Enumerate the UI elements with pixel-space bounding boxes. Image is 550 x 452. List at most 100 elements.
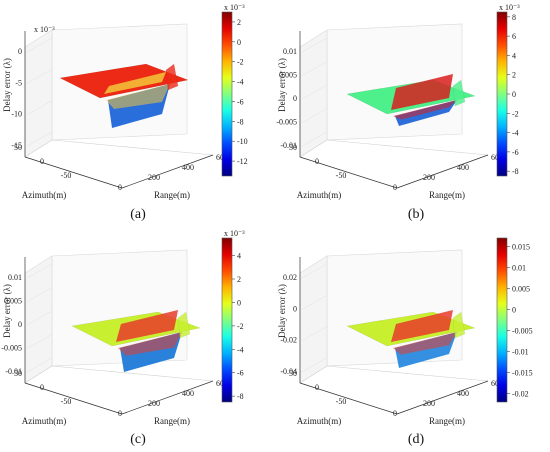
p2-x-tick-label: 400 — [182, 389, 194, 398]
p0-z-axis-label: Delay error (λ) — [2, 58, 12, 112]
p0-colorbar-tick-label: -12 — [237, 157, 248, 166]
p3-x-tick-label: 200 — [423, 399, 435, 408]
p2-side-wall — [24, 255, 53, 384]
p0-x-axis-label: Range(m) — [154, 190, 190, 200]
surface-plot-d: 0.02 0 -0.02 -0.04 Delay error (λ) 50 0 -50 Azim… — [277, 237, 533, 426]
p1-colorbar-tick-label: -4 — [512, 129, 519, 138]
p0-colorbar-tick-label: -8 — [237, 117, 244, 126]
p3-surface-ridge — [391, 310, 453, 342]
p1-side-wall — [299, 29, 328, 158]
p1-y-tick-label: 50 — [289, 143, 297, 152]
p1-colorbar-tick-label: 6 — [512, 32, 516, 41]
p0-z-grid — [26, 37, 53, 53]
p0-x-tick-label: 200 — [148, 173, 160, 182]
p3-z-grid — [301, 295, 328, 310]
p1-x-axis-label: Range(m) — [429, 190, 465, 200]
p2-z-grid — [26, 334, 53, 349]
p2-colorbar-tick-label: -2 — [237, 322, 244, 331]
p2-axis-line-y — [24, 382, 123, 415]
p0-colorbar-tick-label: 2 — [237, 18, 241, 27]
p2-x-tick-label: 200 — [148, 399, 160, 408]
p3-x-axis-label: Range(m) — [429, 416, 465, 426]
p0-axis-line-y — [24, 156, 123, 189]
p2-surface-slope — [118, 332, 182, 356]
p3-z-grid — [301, 326, 328, 341]
p3-y-axis-label: Azimuth(m) — [297, 416, 342, 426]
p2-colorbar — [221, 237, 233, 403]
p0-colorbar-tick-label: -2 — [237, 58, 244, 67]
p1-surface-wall — [452, 79, 466, 107]
p1-z-grid — [301, 37, 328, 53]
p0-y-tick-label: 0 — [40, 157, 44, 166]
p0-colorbar-tick-label: -4 — [237, 78, 244, 87]
p3-axis-line-x — [396, 380, 489, 415]
p0-z-grid — [26, 69, 53, 84]
p1-z-grid — [301, 131, 328, 147]
p3-z-tick-label: -0.04 — [280, 367, 297, 376]
p2-z-tick-label: 0.01 — [8, 273, 22, 282]
p0-side-wall — [24, 29, 53, 158]
p3-colorbar-tick-label: 0.005 — [512, 284, 530, 293]
p0-z-tick-label: -5 — [15, 78, 22, 87]
p2-colorbar-tick-label: -6 — [237, 369, 244, 378]
p3-colorbar-tick-label: 0.015 — [512, 242, 530, 251]
p3-surface-wall — [452, 311, 466, 339]
p0-x-tick-label: 400 — [182, 163, 194, 172]
p3-colorbar-tick-label: -0.02 — [512, 390, 529, 399]
p0-colorbar-multiplier: x 10⁻³ — [224, 3, 245, 12]
p1-z-grid — [301, 108, 328, 123]
p2-y-tick-label: 50 — [14, 369, 22, 378]
p2-x-axis-label: Range(m) — [154, 416, 190, 426]
p3-y-tick-label: -50 — [336, 397, 347, 406]
p3-z-axis-label: Delay error (λ) — [277, 284, 287, 338]
p1-z-tick-label: 0.005 — [279, 71, 297, 80]
p0-z-tick-label: -15 — [11, 141, 22, 150]
p1-colorbar-tick-label: 4 — [512, 51, 516, 60]
p0-surface-wall — [165, 63, 179, 91]
panel-a: 0 -5 -10 -15 x 10⁻³ Delay error (λ) 50 0 -50 Azim… — [0, 0, 275, 226]
p0-colorbar-tick-label: -6 — [237, 97, 244, 106]
p2-z-grid — [26, 263, 53, 279]
p0-y-tick-label: -50 — [61, 171, 72, 180]
p0-colorbar — [221, 11, 233, 177]
p2-z-grid — [26, 310, 53, 326]
p3-colorbar-tick-label: -0.01 — [512, 348, 529, 357]
p1-colorbar-tick-label: -6 — [512, 148, 519, 157]
surface-plot-a: 0 -5 -10 -15 x 10⁻³ Delay error (λ) 50 0 -50 Azim… — [2, 3, 248, 200]
p2-z-grid — [26, 357, 53, 373]
p1-colorbar-multiplier: x 10⁻³ — [499, 3, 520, 12]
p1-colorbar-tick-label: 0 — [512, 90, 516, 99]
p1-axis-line-x — [396, 154, 489, 189]
p1-z-tick-label: 0.01 — [283, 47, 297, 56]
p1-colorbar-tick-label: -2 — [512, 109, 519, 118]
p0-surface-plane — [59, 63, 189, 99]
p1-x-tick-label: 400 — [457, 163, 469, 172]
p3-z-tick-label: 0 — [293, 304, 297, 313]
p2-surface-wall — [177, 311, 191, 339]
p3-y-tick-label: 0 — [315, 383, 319, 392]
p2-y-axis-label: Azimuth(m) — [22, 416, 67, 426]
p1-x-tick-label: 200 — [423, 173, 435, 182]
p3-z-grid — [301, 263, 328, 279]
p3-colorbar-tick-label: -0.005 — [512, 327, 533, 336]
p2-colorbar-tick-label: 2 — [237, 275, 241, 284]
p3-z-tick-label: -0.02 — [280, 336, 297, 345]
p1-surface-slope — [393, 100, 457, 120]
p2-z-tick-label: 0.005 — [4, 297, 22, 306]
p2-z-tick-label: -0.005 — [1, 344, 22, 353]
p1-z-tick-label: -0.005 — [276, 118, 297, 127]
p0-z-grid — [26, 131, 53, 147]
caption-a: (a) — [130, 207, 146, 222]
p2-colorbar-multiplier: x 10⁻³ — [224, 229, 245, 238]
p3-colorbar-tick-label: 0.01 — [512, 263, 526, 272]
p1-z-grid — [301, 84, 328, 100]
p3-z-grid — [301, 357, 328, 373]
p1-y-axis-label: Azimuth(m) — [297, 190, 342, 200]
p2-surface-ridge — [116, 310, 178, 342]
p0-y-axis-label: Azimuth(m) — [22, 190, 67, 200]
panel-c: 0.01 0.005 0 -0.005 -0.01 Delay error (λ) 50 0 -… — [0, 226, 275, 452]
p2-y-tick-label: 0 — [40, 383, 44, 392]
p2-z-grid — [26, 287, 53, 302]
p2-colorbar-tick-label: -8 — [237, 392, 244, 401]
surface-plot-b: 0.01 0.005 0 -0.005 -0.01 Delay error (λ) 50 0 -… — [276, 3, 520, 200]
